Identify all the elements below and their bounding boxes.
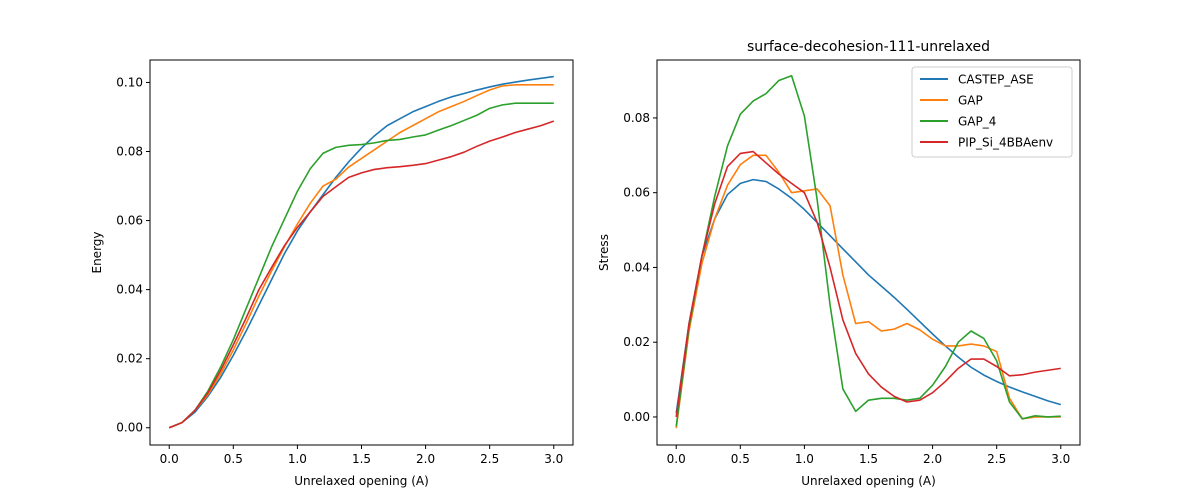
energy-chart: 0.0 0.5 1.0 1.5 2.0 2.5 3.0 0.000.020.040.060.… bbox=[90, 59, 574, 488]
stress-y-ticks: 0.00 0.02 0.04 0.06 0.08 bbox=[623, 111, 657, 424]
energy-y-tick-label: 0.00 bbox=[116, 421, 143, 435]
energy-x-tick-label: 1.5 bbox=[352, 452, 371, 466]
energy-y-ticks: 0.00 0.02 0.04 0.06 0.08 0.10 bbox=[116, 75, 150, 435]
stress-y-tick-label: 0.08 bbox=[623, 111, 650, 125]
stress-y-tick-label: 0.02 bbox=[623, 335, 650, 349]
stress-x-axis-label: Unrelaxed opening (A) bbox=[801, 474, 936, 488]
stress-x-tick-label: 0.5 bbox=[731, 452, 750, 466]
legend-label-gap-4: GAP_4 bbox=[958, 115, 996, 129]
stress-x-tick-label: 2.0 bbox=[923, 452, 942, 466]
energy-x-tick-label: 2.5 bbox=[480, 452, 499, 466]
energy-series-pip-si-4bbaenv bbox=[168, 120, 555, 429]
stress-series-gap bbox=[675, 154, 1061, 429]
stress-chart: 0.0 0.5 1.0 1.5 2.0 2.5 3.0 0.000.020.040.060.… bbox=[597, 39, 1081, 488]
stress-x-tick-label: 1.0 bbox=[795, 452, 814, 466]
stress-legend: CASTEP_ASE GAP GAP_4 PIP_Si_4BBAenv bbox=[911, 66, 1073, 158]
stress-x-ticks: 0.0 0.5 1.0 1.5 2.0 2.5 3.0 bbox=[667, 445, 1070, 466]
legend-label-gap: GAP bbox=[958, 94, 983, 108]
energy-y-tick-label: 0.06 bbox=[116, 214, 143, 228]
stress-x-tick-label: 1.5 bbox=[859, 452, 878, 466]
stress-x-tick-label: 2.5 bbox=[987, 452, 1006, 466]
energy-x-tick-label: 3.0 bbox=[544, 452, 563, 466]
energy-series-gap-4 bbox=[168, 102, 554, 429]
stress-y-tick-label: 0.04 bbox=[623, 260, 650, 274]
energy-y-tick-label: 0.10 bbox=[116, 75, 143, 89]
stress-series-layer bbox=[675, 74, 1061, 429]
stress-x-tick-label: 3.0 bbox=[1051, 452, 1070, 466]
stress-series-gap-4 bbox=[675, 74, 1061, 427]
energy-x-tick-label: 1.0 bbox=[288, 452, 307, 466]
energy-y-tick-label: 0.02 bbox=[116, 352, 143, 366]
stress-y-tick-label: 0.00 bbox=[623, 410, 650, 424]
stress-y-tick-label: 0.06 bbox=[623, 186, 650, 200]
energy-series-gap bbox=[168, 84, 554, 429]
energy-x-tick-label: 0.5 bbox=[224, 452, 243, 466]
energy-x-ticks: 0.0 0.5 1.0 1.5 2.0 2.5 3.0 bbox=[160, 445, 563, 466]
energy-x-tick-label: 0.0 bbox=[160, 452, 179, 466]
energy-x-tick-label: 2.0 bbox=[416, 452, 435, 466]
energy-y-tick-label: 0.04 bbox=[116, 283, 143, 297]
stress-y-axis-label: Stress bbox=[597, 234, 611, 271]
legend-box bbox=[911, 66, 1073, 158]
energy-y-axis-label: Energy bbox=[90, 231, 104, 273]
legend-label-pip-si-4bbaenv: PIP_Si_4BBAenv bbox=[958, 136, 1053, 150]
stress-series-castep-ase bbox=[675, 178, 1061, 414]
legend-label-castep-ase: CASTEP_ASE bbox=[958, 73, 1034, 87]
stress-chart-title: surface-decohesion-111-unrelaxed bbox=[747, 39, 990, 55]
energy-x-axis-label: Unrelaxed opening (A) bbox=[294, 474, 429, 488]
energy-series-castep-ase bbox=[168, 75, 554, 429]
stress-series-pip-si-4bbaenv bbox=[675, 150, 1061, 418]
energy-y-tick-label: 0.08 bbox=[116, 145, 143, 159]
energy-series-layer bbox=[168, 75, 555, 429]
stress-x-tick-label: 0.0 bbox=[667, 452, 686, 466]
